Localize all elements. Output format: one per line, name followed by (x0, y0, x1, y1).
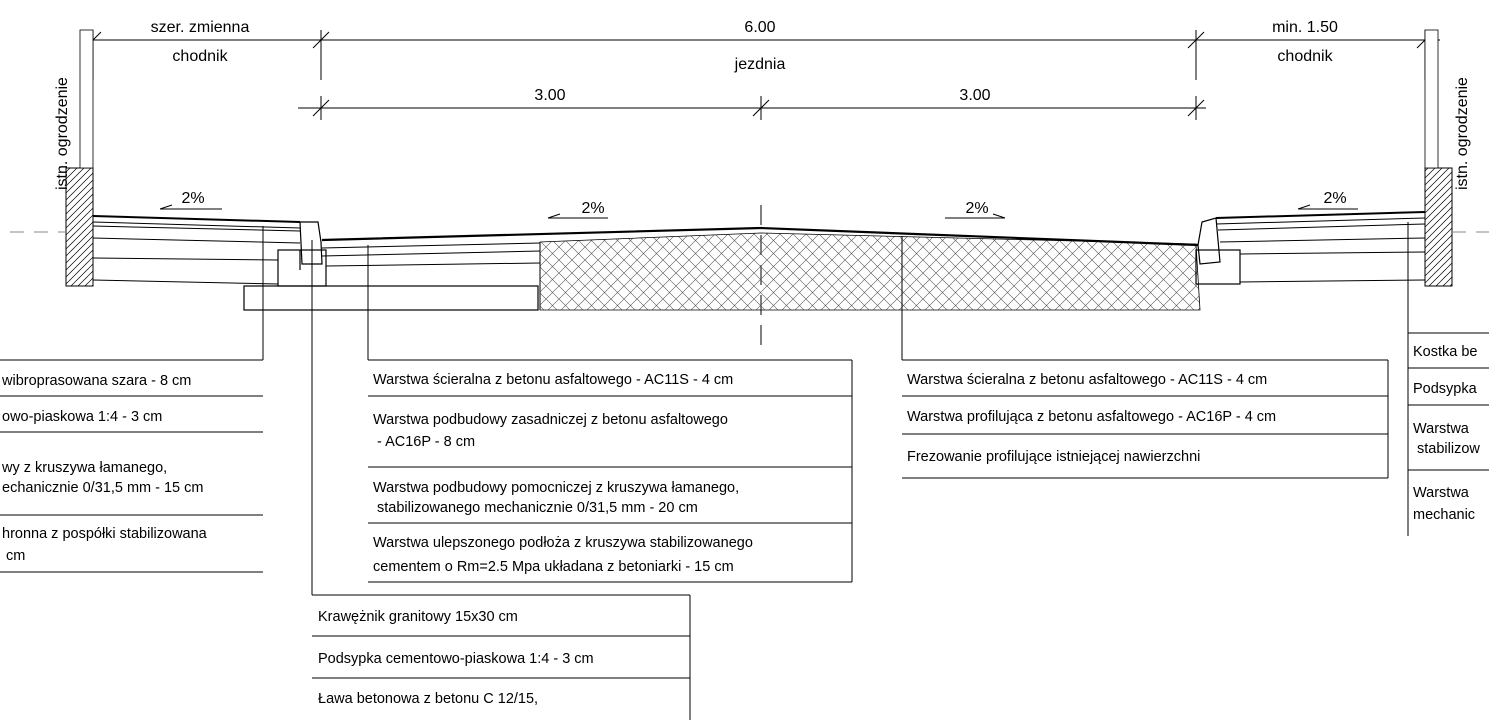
legend-road-new-row-3: Warstwa podbudowy pomocniczej z kruszywa… (373, 480, 739, 516)
legend-curb-row-3: Ława betonowa z betonu C 12/15, (318, 691, 538, 707)
slope-arrows (159, 204, 1358, 219)
legend-curb-row-1: Krawężnik granitowy 15x30 cm (318, 609, 518, 625)
legend-right-walk-row-1: Kostka be (1413, 344, 1478, 360)
lane-left-width: 3.00 (534, 87, 565, 104)
legend-left-walk-row-2: owo-piaskowa 1:4 - 3 cm (2, 409, 162, 425)
legend-road-new-row-1: Warstwa ścieralna z betonu asfaltowego -… (373, 372, 733, 388)
left-walk-width: szer. zmienna (151, 19, 250, 36)
legend-road-existing-row-2: Warstwa profilująca z betonu asfaltowego… (907, 409, 1276, 425)
legend-road-existing-row-1: Warstwa ścieralna z betonu asfaltowego -… (907, 372, 1267, 388)
legend-left-walk-row-4: hronna z pospółki stabilizowana cm (2, 526, 208, 564)
legend-curb-row-2: Podsypka cementowo-piaskowa 1:4 - 3 cm (318, 651, 594, 667)
right-sidewalk-layers (1215, 211, 1426, 283)
legend-right-walk (1407, 332, 1489, 536)
legend-curb (312, 594, 691, 720)
left-sidewalk-layers (92, 215, 301, 286)
right-fence (1424, 29, 1453, 287)
legend-road-existing (902, 359, 1389, 479)
right-walk-name: chodnik (1277, 48, 1333, 65)
legend-left-walk (0, 359, 263, 573)
legend-right-walk-row-4: Warstwa mechanic (1413, 485, 1475, 523)
road-structure (321, 226, 1201, 311)
road-width: 6.00 (744, 19, 775, 36)
right-curb (1195, 217, 1241, 285)
legend-left-walk-row-1: wibroprasowana szara - 8 cm (1, 373, 191, 389)
leader-lines (262, 222, 1409, 595)
legend-road-new (368, 359, 853, 583)
right-walk-width: min. 1.50 (1272, 19, 1338, 36)
left-curb (243, 221, 539, 311)
legend-road-new-row-4: Warstwa ulepszonego podłoża z kruszywa s… (373, 535, 753, 575)
legend-left-walk-row-3: wy z kruszywa łamanego, echanicznie 0/31,… (1, 460, 203, 496)
left-walk-name: chodnik (172, 48, 228, 65)
right-fence-label: istn. ogrodzenie (1454, 77, 1471, 190)
lane-right-width: 3.00 (959, 87, 990, 104)
legend-road-existing-row-3: Frezowanie profilujące istniejącej nawie… (907, 449, 1200, 465)
road-name: jezdnia (734, 56, 786, 73)
slope-road-left: 2% (581, 200, 604, 217)
slope-right-walk: 2% (1323, 190, 1346, 207)
left-fence-label: istn. ogrodzenie (54, 77, 71, 190)
legend-right-walk-row-2: Podsypka (1413, 381, 1478, 397)
legend-road-new-row-2: Warstwa podbudowy zasadniczej z betonu a… (373, 412, 728, 450)
left-fence (65, 29, 94, 287)
dimension-lines (80, 30, 1440, 120)
slope-left-walk: 2% (181, 190, 204, 207)
legend-right-walk-row-3: Warstwa stabilizow (1413, 421, 1480, 457)
slope-road-right: 2% (965, 200, 988, 217)
